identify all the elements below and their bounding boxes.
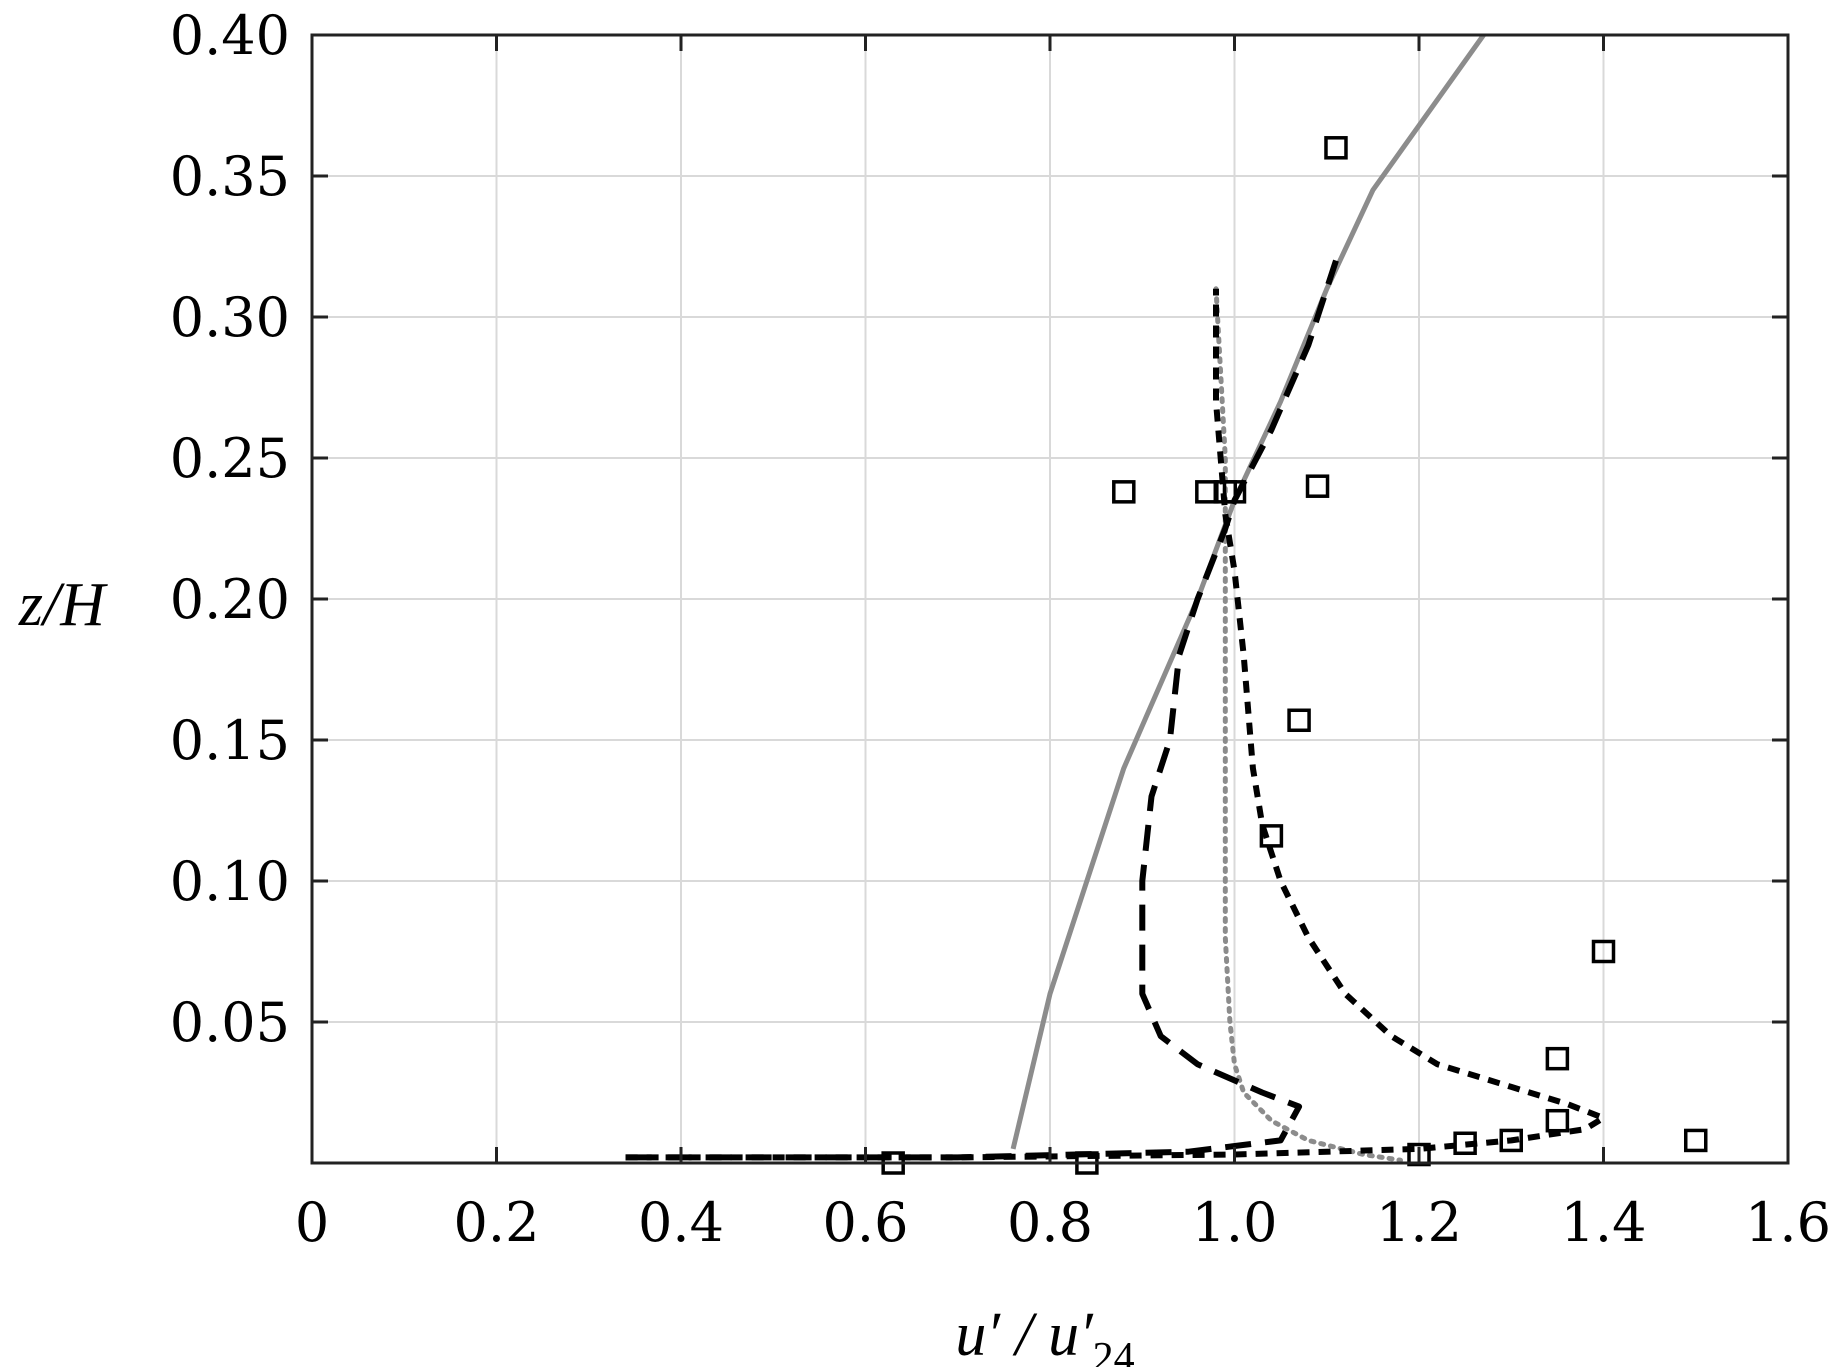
x-axis-label-base: u′ / u′ <box>955 1301 1094 1367</box>
y-tick-label: 0.15 <box>170 709 290 772</box>
square-marker <box>1259 824 1284 848</box>
x-tick-label: 0 <box>295 1191 329 1254</box>
y-tick-label: 0.35 <box>170 145 290 208</box>
y-tick-label: 0.25 <box>170 427 290 490</box>
x-tick-label: 0.8 <box>1007 1191 1093 1254</box>
y-tick-label: 0.40 <box>170 4 290 67</box>
x-tick-labels: 0 0.2 0.4 0.6 0.8 1.0 1.2 1.4 1.6 <box>295 1191 1828 1254</box>
series-solid-line <box>1010 33 1486 1150</box>
square-marker <box>1222 480 1247 504</box>
square-marker <box>1112 480 1136 504</box>
square-marker <box>1499 1128 1523 1153</box>
square-marker <box>1591 939 1616 964</box>
square-marker <box>1545 1046 1570 1071</box>
x-tick-label: 1.4 <box>1561 1191 1647 1254</box>
x-tick-label: 1.0 <box>1192 1191 1278 1254</box>
square-marker <box>1407 1142 1431 1167</box>
x-tick-label: 0.4 <box>638 1191 724 1254</box>
x-tick-label: 0.2 <box>454 1191 540 1254</box>
y-axis-label: z/H <box>18 571 108 639</box>
series-short-dash-line <box>625 288 1607 1161</box>
x-tick-label: 1.2 <box>1376 1191 1462 1254</box>
y-tick-label: 0.05 <box>170 991 290 1054</box>
markers-layer <box>881 136 1708 1175</box>
x-axis-label-subscript: 24 <box>1093 1335 1135 1367</box>
square-marker <box>1305 474 1330 498</box>
y-tick-labels: 0.05 0.10 0.15 0.20 0.25 0.30 0.35 0.40 <box>170 4 290 1054</box>
y-tick-label: 0.10 <box>170 850 290 913</box>
y-tick-label: 0.20 <box>170 568 290 631</box>
square-marker <box>1545 1108 1570 1133</box>
x-tick-label: 1.6 <box>1745 1191 1828 1254</box>
square-marker <box>1453 1131 1477 1156</box>
series-layer <box>625 33 1607 1163</box>
y-tick-label: 0.30 <box>170 286 290 349</box>
x-tick-label: 0.6 <box>823 1191 909 1254</box>
square-marker <box>1324 136 1348 160</box>
square-marker <box>1287 708 1311 733</box>
square-marker <box>1684 1128 1708 1153</box>
x-axis-label: u′ / u′24 <box>955 1301 1134 1367</box>
ticks <box>310 33 1790 1163</box>
